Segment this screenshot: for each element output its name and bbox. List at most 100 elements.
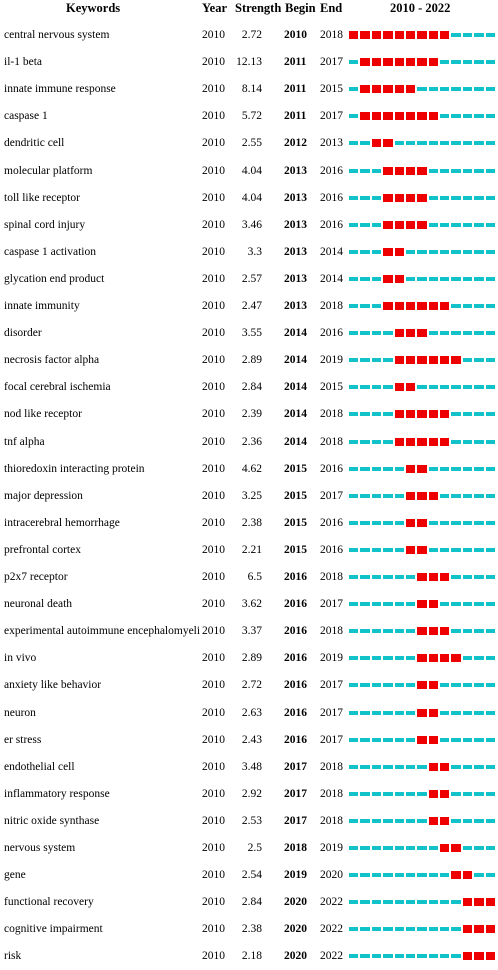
- baseline-segment: [451, 331, 461, 336]
- baseline-segment: [428, 547, 439, 552]
- baseline-segment: [440, 873, 450, 878]
- baseline-segment: [394, 846, 404, 850]
- baseline-segment: [474, 629, 484, 634]
- baseline-segment: [394, 575, 404, 579]
- keyword-cell: experimental autoimmune encephalomyeliti: [4, 625, 200, 638]
- baseline-segment: [462, 710, 473, 715]
- baseline-segment: [349, 629, 359, 634]
- baseline-segment: [451, 927, 461, 932]
- baseline-segment: [360, 818, 370, 823]
- baseline-segment: [349, 60, 359, 65]
- keyword-cell: nitric oxide synthase: [4, 814, 100, 827]
- baseline-segment: [405, 629, 416, 634]
- baseline-segment: [485, 33, 495, 37]
- keyword-cell: cognitive impairment: [4, 923, 103, 936]
- burst-segment: [405, 302, 416, 310]
- burst-segment: [394, 112, 404, 121]
- baseline-segment: [405, 791, 416, 796]
- burst-segment: [371, 85, 382, 94]
- burst-segment: [417, 518, 427, 527]
- begin-cell: 2020: [284, 923, 307, 936]
- burst-segment: [440, 627, 450, 636]
- baseline-segment: [451, 60, 461, 65]
- baseline-segment: [417, 276, 427, 281]
- burst-segment: [383, 274, 393, 283]
- baseline-segment: [394, 900, 404, 905]
- baseline-segment: [451, 412, 461, 417]
- strength-cell: 4.62: [241, 462, 262, 475]
- burst-segment: [428, 627, 439, 636]
- baseline-segment: [360, 873, 370, 878]
- burst-segment: [405, 383, 416, 392]
- baseline-segment: [451, 520, 461, 525]
- burst-segment: [371, 112, 382, 121]
- end-cell: 2017: [320, 679, 343, 692]
- baseline-segment: [440, 276, 450, 281]
- baseline-segment: [428, 520, 439, 525]
- baseline-segment: [349, 927, 359, 932]
- year-cell: 2010: [202, 327, 225, 340]
- burst-segment: [451, 356, 461, 365]
- begin-cell: 2015: [284, 462, 307, 475]
- baseline-segment: [485, 141, 495, 146]
- baseline-segment: [394, 493, 404, 498]
- burst-segment: [394, 329, 404, 338]
- baseline-segment: [360, 900, 370, 905]
- strength-cell: 3.37: [241, 625, 262, 638]
- burst-timeline: [348, 166, 496, 175]
- burst-segment: [417, 220, 427, 229]
- baseline-segment: [383, 439, 393, 444]
- baseline-segment: [383, 575, 393, 579]
- baseline-segment: [371, 656, 382, 661]
- baseline-segment: [360, 954, 370, 959]
- baseline-segment: [485, 304, 495, 308]
- begin-cell: 2016: [284, 571, 307, 583]
- baseline-segment: [474, 304, 484, 308]
- baseline-segment: [474, 331, 484, 336]
- baseline-segment: [349, 195, 359, 200]
- end-cell: 2018: [320, 29, 343, 41]
- baseline-segment: [371, 304, 382, 308]
- strength-cell: 3.55: [241, 327, 262, 340]
- baseline-segment: [485, 331, 495, 336]
- baseline-segment: [451, 304, 461, 308]
- baseline-segment: [383, 818, 393, 823]
- burst-segment: [428, 112, 439, 121]
- strength-cell: 2.36: [241, 435, 262, 448]
- burst-segment: [383, 302, 393, 310]
- baseline-segment: [349, 385, 359, 390]
- keyword-cell: central nervous system: [4, 29, 110, 41]
- year-cell: 2010: [202, 83, 225, 96]
- burst-segment: [428, 789, 439, 798]
- year-cell: 2010: [202, 408, 225, 421]
- keyword-cell: in vivo: [4, 652, 37, 665]
- begin-cell: 2020: [284, 950, 307, 963]
- baseline-segment: [417, 791, 427, 796]
- end-cell: 2016: [320, 543, 343, 556]
- begin-cell: 2017: [284, 787, 307, 800]
- baseline-segment: [451, 602, 461, 607]
- strength-cell: 2.38: [241, 923, 262, 936]
- baseline-segment: [360, 520, 370, 525]
- baseline-segment: [360, 629, 370, 634]
- end-cell: 2022: [320, 950, 343, 963]
- keyword-cell: necrosis factor alpha: [4, 354, 100, 367]
- burst-segment: [405, 112, 416, 121]
- year-cell: 2010: [202, 435, 225, 448]
- baseline-segment: [440, 547, 450, 552]
- baseline-segment: [394, 656, 404, 661]
- baseline-segment: [485, 602, 495, 607]
- baseline-segment: [371, 575, 382, 579]
- keyword-cell: anxiety like behavior: [4, 679, 102, 692]
- baseline-segment: [417, 900, 427, 905]
- burst-segment: [428, 735, 439, 744]
- baseline-segment: [371, 873, 382, 878]
- baseline-segment: [474, 818, 484, 823]
- baseline-segment: [451, 791, 461, 796]
- baseline-segment: [451, 33, 461, 37]
- burst-segment: [405, 545, 416, 554]
- baseline-segment: [371, 412, 382, 417]
- baseline-segment: [462, 276, 473, 281]
- strength-cell: 2.89: [241, 652, 262, 665]
- burst-segment: [440, 437, 450, 446]
